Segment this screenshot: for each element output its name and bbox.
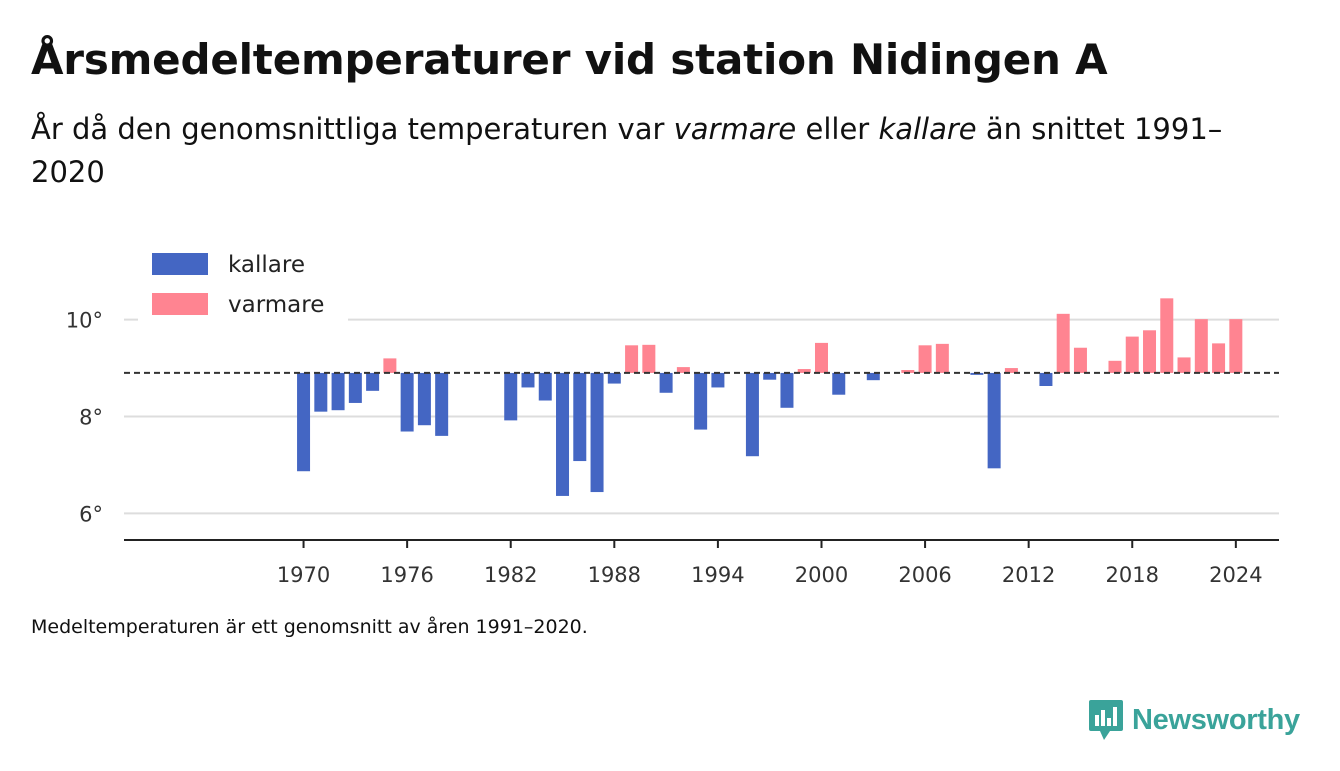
bar-cold: [331, 372, 345, 411]
bar-warm: [1143, 330, 1157, 373]
x-tick-label: 1982: [484, 563, 537, 587]
subtitle-text: År då den genomsnittliga temperaturen va…: [31, 112, 674, 146]
bar-cold: [366, 372, 380, 391]
bar-cold: [694, 372, 708, 430]
bar-warm: [1177, 357, 1191, 373]
x-tick-label: 2018: [1106, 563, 1159, 587]
bar-cold: [763, 372, 777, 380]
bar-cold: [745, 372, 759, 457]
bar-cold: [314, 372, 328, 412]
bar-cold: [607, 372, 621, 384]
bar-warm: [797, 369, 811, 373]
legend-swatch: [152, 293, 208, 315]
x-tick-label: 2024: [1209, 563, 1262, 587]
bar-cold: [556, 372, 570, 496]
x-tick-label: 1994: [691, 563, 744, 587]
bar-cold: [1039, 372, 1053, 386]
legend: kallare varmare: [138, 243, 348, 325]
chart-subtitle: År då den genomsnittliga temperaturen va…: [31, 108, 1231, 194]
bar-warm: [1229, 319, 1243, 373]
x-tick-label: 1976: [380, 563, 433, 587]
bar-warm: [814, 342, 828, 373]
newsworthy-logo-icon: [1089, 700, 1123, 740]
footnote: Medeltemperaturen är ett genomsnitt av å…: [31, 616, 588, 638]
bar-cold: [400, 372, 414, 432]
bar-cold: [417, 372, 431, 426]
y-tick-label: 10°: [66, 309, 103, 333]
bar-cold: [711, 372, 725, 388]
y-tick-label: 6°: [79, 502, 103, 526]
bar-chart: 6° 8° 10° 1970 1976 1982 1988 1994 2000 2006 2012…: [65, 243, 1279, 587]
bar-warm: [642, 344, 656, 373]
chart-title: Årsmedeltemperaturer vid station Nidinge…: [31, 35, 1108, 84]
x-tick-label: 2012: [1002, 563, 1055, 587]
bar-warm: [383, 358, 397, 373]
x-tick-label: 1970: [277, 563, 330, 587]
legend-swatch: [152, 253, 208, 275]
bar-cold: [538, 372, 552, 401]
bars: [297, 298, 1243, 496]
x-tick-label: 2000: [795, 563, 848, 587]
bar-cold: [504, 372, 518, 421]
legend-label: kallare: [228, 252, 305, 278]
bar-cold: [521, 372, 535, 388]
bar-warm: [901, 370, 915, 373]
bar-cold: [590, 372, 604, 493]
bar-warm: [935, 343, 949, 373]
x-tick-label: 2006: [898, 563, 951, 587]
bar-warm: [918, 345, 932, 373]
bar-cold: [348, 372, 362, 403]
bar-cold: [987, 372, 1001, 469]
x-axis: 1970 1976 1982 1988 1994 2000 2006 2012 2018 2024: [124, 539, 1279, 587]
bar-cold: [659, 372, 673, 393]
y-axis: 6° 8° 10°: [66, 309, 103, 527]
subtitle-text: än snittet 1991–2020: [31, 112, 1223, 189]
bar-warm: [1108, 360, 1122, 373]
subtitle-emphasis-colder: kallare: [878, 112, 977, 146]
legend-label: varmare: [228, 292, 324, 318]
bar-warm: [1056, 313, 1070, 373]
bar-cold: [297, 372, 311, 472]
bar-warm: [1212, 343, 1226, 373]
bar-warm: [625, 345, 639, 373]
bar-warm: [1004, 368, 1018, 373]
subtitle-text: eller: [796, 112, 879, 146]
bar-warm: [676, 367, 690, 373]
bar-warm: [1073, 347, 1087, 373]
bar-warm: [1160, 298, 1174, 373]
bar-cold: [832, 372, 846, 395]
brand-name: Newsworthy: [1132, 703, 1300, 736]
bar-cold: [780, 372, 794, 408]
bar-cold: [573, 372, 587, 462]
brand-logo: Newsworthy: [1088, 698, 1300, 742]
bar-warm: [1125, 336, 1139, 373]
bar-cold: [435, 372, 449, 436]
y-tick-label: 8°: [79, 406, 103, 430]
x-tick-label: 1988: [588, 563, 641, 587]
bar-cold: [866, 372, 880, 381]
bar-warm: [1194, 319, 1208, 373]
subtitle-emphasis-warmer: varmare: [673, 112, 797, 146]
